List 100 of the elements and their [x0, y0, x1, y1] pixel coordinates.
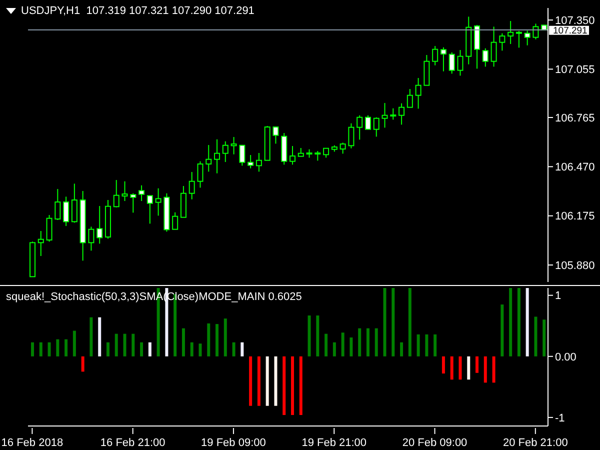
bar — [39, 342, 42, 356]
bar — [257, 356, 260, 406]
candlestick — [63, 196, 70, 226]
candlestick — [323, 148, 330, 158]
candlestick — [88, 226, 94, 252]
bar — [484, 356, 487, 383]
candlestick — [180, 186, 186, 218]
bar — [316, 315, 320, 356]
candlestick — [356, 114, 363, 140]
chart-title: USDJPY,H1 107.319 107.321 107.290 107.291 — [21, 5, 254, 17]
bar — [106, 342, 110, 356]
y-tick-label: 105.880 — [555, 260, 595, 272]
bar — [148, 342, 152, 356]
bar — [64, 339, 68, 356]
bar — [114, 334, 118, 356]
bar — [232, 342, 236, 356]
candlestick — [214, 138, 220, 174]
bar — [408, 288, 412, 356]
candlestick — [138, 184, 145, 202]
candlestick — [398, 102, 405, 126]
bar — [476, 356, 479, 373]
bar — [81, 356, 84, 372]
candlestick — [248, 154, 254, 169]
bar — [450, 356, 454, 380]
bar — [416, 334, 420, 356]
bar — [216, 324, 219, 356]
candlestick — [122, 180, 128, 202]
bar — [31, 342, 34, 356]
candlestick — [71, 183, 78, 224]
bar — [190, 342, 194, 356]
bar — [458, 356, 462, 380]
bar — [534, 316, 538, 356]
bar — [224, 318, 227, 356]
candlestick — [54, 188, 61, 220]
candlestick — [490, 26, 497, 68]
bar — [56, 339, 60, 356]
candlestick — [482, 48, 488, 68]
bar — [374, 328, 378, 356]
bar — [48, 342, 51, 356]
bar — [492, 356, 496, 383]
candlestick — [457, 50, 464, 76]
candlestick — [406, 88, 413, 108]
candlestick — [532, 23, 539, 40]
bar — [350, 337, 353, 356]
candlestick — [239, 144, 246, 166]
bar — [324, 334, 328, 356]
y-tick-label: 0.00 — [555, 351, 576, 364]
candlestick — [499, 32, 506, 52]
y-tick-label: 106.470 — [555, 162, 595, 174]
bar — [500, 304, 504, 356]
bar — [207, 323, 210, 356]
candlestick — [382, 102, 388, 128]
bar — [282, 356, 286, 416]
bar — [392, 288, 395, 356]
candlestick — [516, 30, 522, 48]
bar — [308, 315, 311, 356]
bar — [467, 356, 470, 380]
x-tick-label: 20 Feb 21:00 — [502, 437, 568, 449]
ref-line-label: 107.291 — [553, 25, 588, 36]
y-tick-label: 106.765 — [555, 112, 595, 124]
candlestick — [188, 172, 195, 200]
bar — [400, 342, 404, 356]
bar — [542, 320, 546, 356]
candlestick — [130, 192, 136, 214]
candlestick — [364, 114, 371, 130]
bar — [182, 328, 185, 356]
bar — [98, 317, 102, 356]
candlestick — [348, 122, 354, 149]
candlestick — [474, 24, 480, 70]
candlestick — [508, 20, 514, 44]
candlestick — [155, 188, 162, 216]
bar — [526, 288, 529, 356]
bar — [72, 330, 76, 356]
y-tick-label: 107.055 — [555, 64, 595, 76]
bar — [90, 317, 93, 356]
bar — [123, 334, 126, 356]
candlestick — [146, 195, 153, 224]
candlestick — [206, 144, 212, 172]
candlestick — [314, 150, 321, 162]
candlestick — [113, 180, 120, 208]
y-tick-label: -1 — [555, 412, 565, 424]
bar — [509, 288, 512, 356]
candlestick — [172, 212, 178, 230]
bar — [274, 356, 278, 406]
x-tick-label: 20 Feb 09:00 — [402, 437, 468, 449]
bar — [425, 334, 428, 356]
candlestick — [440, 46, 446, 72]
candlestick — [373, 116, 380, 138]
candlestick — [524, 30, 530, 46]
bar — [358, 328, 362, 356]
candlestick — [432, 46, 438, 66]
candlestick — [230, 136, 237, 155]
candlestick — [390, 108, 396, 120]
candlestick — [256, 152, 262, 172]
candlestick — [46, 214, 52, 242]
bar — [383, 288, 386, 356]
bar — [332, 342, 336, 356]
candlestick — [96, 206, 103, 244]
bar — [240, 342, 244, 356]
candlestick — [424, 54, 430, 86]
